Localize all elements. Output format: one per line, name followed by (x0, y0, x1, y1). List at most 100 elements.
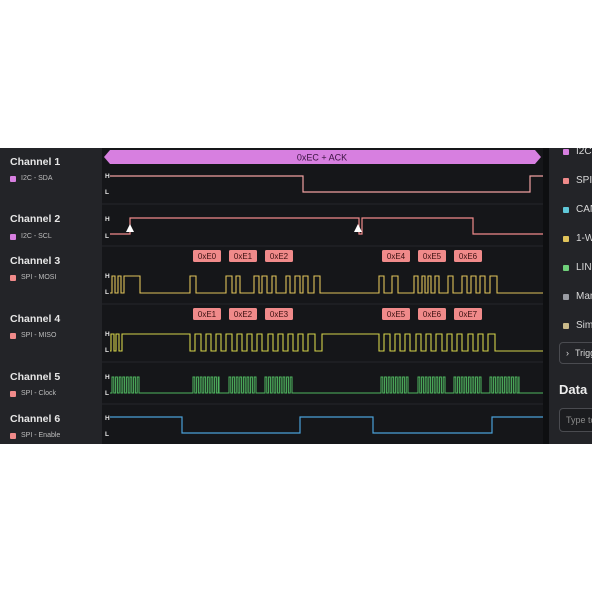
mosi-byte-label[interactable] (454, 250, 482, 262)
channel-name: Channel 6 (10, 413, 61, 425)
waveform-view[interactable]: 0xEC + ACK H L H L H L H L H L H L (102, 148, 543, 444)
level-high-label: H (105, 173, 110, 180)
channel-analyzer-tag: I2C - SCL (10, 233, 52, 240)
level-low-label: L (105, 431, 109, 438)
color-swatch-icon (563, 264, 569, 271)
miso-byte-label[interactable] (382, 308, 410, 320)
level-low-label: L (105, 233, 109, 240)
miso-byte-text: 0xE6 (423, 310, 442, 319)
miso-byte-label[interactable] (418, 308, 446, 320)
mosi-byte-label[interactable] (193, 250, 221, 262)
miso-waveform (110, 333, 543, 352)
analyzer-item-can[interactable]: CAN (563, 204, 592, 215)
analyzer-label: Simple Parallel (576, 320, 592, 331)
mosi-byte-text: 0xE1 (234, 252, 253, 261)
channel-analyzer-tag: SPI - Clock (10, 390, 56, 397)
color-swatch-icon (563, 206, 569, 213)
analyzer-item-spi[interactable]: SPI (563, 175, 592, 186)
analyzer-item-i2c[interactable]: I2C (563, 148, 592, 157)
channel-row-2[interactable]: Channel 2 I2C - SCL (0, 204, 102, 246)
color-swatch-icon (10, 390, 16, 397)
enable-waveform (110, 416, 543, 434)
analyzer-label: 1-Wire (576, 233, 592, 244)
mosi-byte-label[interactable] (418, 250, 446, 262)
channel-name: Channel 5 (10, 371, 61, 383)
analyzer-item-1wire[interactable]: 1-Wire (563, 233, 592, 244)
miso-byte-text: 0xE3 (270, 310, 289, 319)
data-search-input[interactable] (559, 408, 592, 432)
analyzer-label: SPI (576, 175, 592, 186)
channel-row-4[interactable]: Channel 4 SPI - MISO (0, 304, 102, 362)
level-high-label: H (105, 331, 110, 338)
channel-analyzer-label: SPI - MOSI (21, 274, 57, 281)
scl-waveform (110, 217, 543, 235)
analyzer-item-manchester[interactable]: Manchester (563, 291, 592, 302)
miso-byte-label[interactable] (454, 308, 482, 320)
color-swatch-icon (563, 322, 569, 329)
analyzer-label: LIN (576, 262, 592, 273)
mosi-byte-label[interactable] (382, 250, 410, 262)
level-high-label: H (105, 273, 110, 280)
channel-analyzer-tag: I2C - SDA (10, 175, 53, 182)
channel-analyzer-tag: SPI - Enable (10, 432, 60, 439)
chevron-right-icon: › (566, 348, 569, 358)
mosi-byte-label[interactable] (229, 250, 257, 262)
trigger-view-button[interactable]: › Trigger View (559, 342, 592, 364)
level-low-label: L (105, 289, 109, 296)
channel-row-6[interactable]: Channel 6 SPI - Enable (0, 404, 102, 444)
logic-analyzer-window: Channel 1 I2C - SDA Channel 2 I2C - SCL … (0, 148, 592, 444)
analyzers-side-panel: I2C SPI CAN 1-Wire LIN Manchester Simple… (549, 148, 592, 444)
analyzer-label: I2C (576, 148, 592, 157)
level-high-label: H (105, 415, 110, 422)
level-high-label: H (105, 216, 110, 223)
channel-row-1[interactable]: Channel 1 I2C - SDA (0, 148, 102, 204)
channel-analyzer-label: I2C - SDA (21, 175, 53, 182)
scl-trigger-marker-icon[interactable] (126, 224, 134, 232)
mosi-byte-label[interactable] (265, 250, 293, 262)
level-low-label: L (105, 390, 109, 397)
channel-row-3[interactable]: Channel 3 SPI - MOSI (0, 246, 102, 304)
mosi-byte-text: 0xE6 (459, 252, 478, 261)
mosi-byte-text: 0xE0 (198, 252, 217, 261)
scl-trigger-marker-icon[interactable] (354, 224, 362, 232)
mosi-byte-text: 0xE4 (387, 252, 406, 261)
color-swatch-icon (10, 274, 16, 281)
color-swatch-icon (10, 175, 16, 182)
analyzer-item-lin[interactable]: LIN (563, 262, 592, 273)
miso-byte-label[interactable] (229, 308, 257, 320)
color-swatch-icon (563, 293, 569, 300)
panel-divider[interactable] (543, 148, 549, 444)
miso-byte-text: 0xE2 (234, 310, 253, 319)
clock-waveform (110, 376, 543, 394)
channel-row-5[interactable]: Channel 5 SPI - Clock (0, 362, 102, 404)
level-low-label: L (105, 347, 109, 354)
channel-analyzer-label: SPI - MISO (21, 332, 57, 339)
color-swatch-icon (10, 233, 16, 240)
channel-name: Channel 3 (10, 255, 61, 267)
analyzer-label: CAN (576, 204, 592, 215)
color-swatch-icon (563, 148, 569, 155)
mosi-byte-text: 0xE2 (270, 252, 289, 261)
trigger-view-label: Trigger View (575, 348, 592, 358)
level-low-label: L (105, 189, 109, 196)
data-heading: Data (559, 382, 588, 397)
miso-byte-label[interactable] (265, 308, 293, 320)
channel-analyzer-label: SPI - Clock (21, 390, 57, 397)
channel-name: Channel 1 (10, 156, 61, 168)
color-swatch-icon (563, 235, 569, 242)
miso-byte-label[interactable] (193, 308, 221, 320)
miso-byte-text: 0xE1 (198, 310, 217, 319)
analyzer-item-simple-parallel[interactable]: Simple Parallel (563, 320, 592, 331)
i2c-frame-label: 0xEC + ACK (297, 153, 347, 163)
i2c-frame-bar[interactable]: 0xEC + ACK (104, 150, 541, 164)
level-high-label: H (105, 374, 110, 381)
channel-analyzer-label: SPI - Enable (21, 432, 61, 439)
color-swatch-icon (10, 432, 16, 439)
channel-name: Channel 4 (10, 313, 61, 325)
channel-name: Channel 2 (10, 213, 61, 225)
channel-label-panel: Channel 1 I2C - SDA Channel 2 I2C - SCL … (0, 148, 102, 444)
channel-analyzer-tag: SPI - MOSI (10, 274, 56, 281)
channel-analyzer-tag: SPI - MISO (10, 332, 56, 339)
color-swatch-icon (563, 177, 569, 184)
analyzer-label: Manchester (576, 291, 592, 302)
